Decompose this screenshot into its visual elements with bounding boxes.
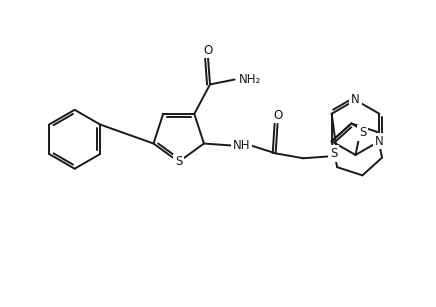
Text: N: N	[375, 135, 384, 148]
Text: S: S	[330, 147, 337, 160]
Text: NH₂: NH₂	[239, 73, 262, 86]
Text: S: S	[359, 126, 367, 139]
Text: N: N	[351, 94, 360, 107]
Text: S: S	[175, 155, 182, 168]
Text: O: O	[204, 44, 213, 56]
Text: O: O	[273, 109, 282, 122]
Text: NH: NH	[232, 139, 250, 152]
